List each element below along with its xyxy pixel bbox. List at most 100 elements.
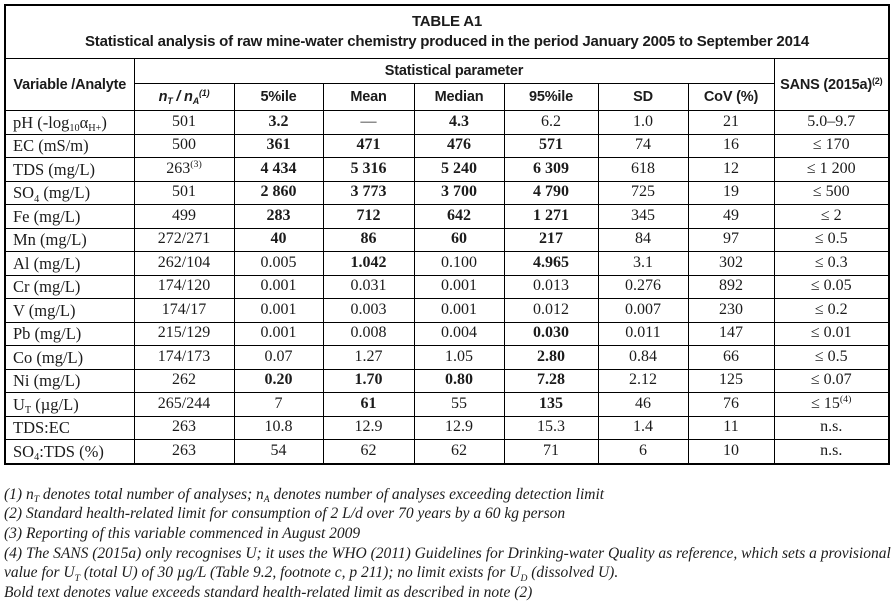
value-cell: 501 (133, 180, 235, 205)
value-cell: 0.100 (413, 251, 505, 276)
value-cell: 40 (233, 227, 324, 252)
footnote: (2) Standard health-related limit for co… (4, 505, 566, 523)
value-cell: 0.80 (413, 368, 505, 393)
variable-cell: Fe (mg/L) (4, 204, 135, 229)
col-header-stat-0: nT / nA(1) (133, 83, 235, 111)
value-cell: 0.001 (233, 298, 324, 323)
value-cell: 66 (687, 345, 775, 370)
value-cell: 71 (503, 439, 599, 464)
table-row: SO4:TDS (%) 263 54 62 62 71 6 10 n.s. (4, 439, 890, 464)
value-cell: 2.80 (503, 345, 599, 370)
value-cell: 0.001 (413, 298, 505, 323)
table-row: Co (mg/L) 174/173 0.07 1.27 1.05 2.80 0.84 66 ≤ … (4, 345, 890, 370)
value-cell: 4.3 (413, 110, 505, 135)
sans-limit-cell: ≤ 2 (773, 204, 890, 229)
value-cell: 712 (322, 204, 415, 229)
value-cell: 2 860 (233, 180, 324, 205)
value-cell: 0.007 (597, 298, 689, 323)
variable-cell: Mn (mg/L) (4, 227, 135, 252)
value-cell: 571 (503, 133, 599, 158)
value-cell: 84 (597, 227, 689, 252)
value-cell: 16 (687, 133, 775, 158)
variable-cell: Al (mg/L) (4, 251, 135, 276)
value-cell: 19 (687, 180, 775, 205)
value-cell: 265/244 (133, 392, 235, 417)
value-cell: 4 790 (503, 180, 599, 205)
footnotes: (1) nT denotes total number of analyses;… (4, 485, 891, 603)
header-subrow: nT / nA(1) 5%ile Mean Median 95%ile SD CoV (%) (5, 83, 889, 111)
value-cell: 471 (322, 133, 415, 158)
sans-limit-cell: ≤ 500 (773, 180, 890, 205)
value-cell: 54 (233, 439, 324, 464)
value-cell: 0.004 (413, 321, 505, 346)
value-cell: 0.005 (233, 251, 324, 276)
value-cell: 263(3) (133, 157, 235, 182)
value-cell: 501 (133, 110, 235, 135)
value-cell: 46 (597, 392, 689, 417)
value-cell: 3.2 (233, 110, 324, 135)
value-cell: 500 (133, 133, 235, 158)
value-cell: 62 (413, 439, 505, 464)
value-cell: 263 (133, 439, 235, 464)
value-cell: 62 (322, 439, 415, 464)
table-row: Ni (mg/L) 262 0.20 1.70 0.80 7.28 2.12 125 ≤ 0.0… (4, 368, 890, 393)
value-cell: 135 (503, 392, 599, 417)
value-cell: 215/129 (133, 321, 235, 346)
value-cell: 263 (133, 415, 235, 440)
sans-limit-cell: ≤ 0.01 (773, 321, 890, 346)
col-header-stat-5: SD (597, 83, 689, 111)
value-cell: 0.013 (503, 274, 599, 299)
value-cell: 262/104 (133, 251, 235, 276)
sans-limit-cell: n.s. (773, 439, 890, 464)
value-cell: 499 (133, 204, 235, 229)
sans-limit-cell: 5.0–9.7 (773, 110, 890, 135)
value-cell: 618 (597, 157, 689, 182)
table-row: Al (mg/L) 262/104 0.005 1.042 0.100 4.965 3.1 3… (4, 251, 890, 276)
value-cell: 1.27 (322, 345, 415, 370)
value-cell: 283 (233, 204, 324, 229)
sans-limit-cell: n.s. (773, 415, 890, 440)
value-cell: 0.276 (597, 274, 689, 299)
value-cell: 1.0 (597, 110, 689, 135)
value-cell: 76 (687, 392, 775, 417)
value-cell: 230 (687, 298, 775, 323)
value-cell: 361 (233, 133, 324, 158)
value-cell: 11 (687, 415, 775, 440)
variable-cell: UT (µg/L) (4, 392, 135, 417)
variable-cell: pH (-log10αH+) (4, 110, 135, 135)
sans-limit-cell: ≤ 0.5 (773, 345, 890, 370)
value-cell: 15.3 (503, 415, 599, 440)
variable-cell: V (mg/L) (4, 298, 135, 323)
variable-cell: Cr (mg/L) (4, 274, 135, 299)
variable-cell: EC (mS/m) (4, 133, 135, 158)
col-header-sans: SANS (2015a)(2) (773, 58, 890, 111)
col-header-variable: Variable /Analyte (4, 58, 135, 111)
value-cell: 4.965 (503, 251, 599, 276)
value-cell: 60 (413, 227, 505, 252)
sans-limit-cell: ≤ 1 200 (773, 157, 890, 182)
variable-cell: SO4:TDS (%) (4, 439, 135, 464)
value-cell: 725 (597, 180, 689, 205)
value-cell: 1.4 (597, 415, 689, 440)
variable-cell: TDS:EC (4, 415, 135, 440)
value-cell: 1.70 (322, 368, 415, 393)
value-cell: 21 (687, 110, 775, 135)
value-cell: 0.031 (322, 274, 415, 299)
value-cell: 217 (503, 227, 599, 252)
value-cell: 272/271 (133, 227, 235, 252)
header-group-row: Variable /Analyte Statistical parameter … (4, 58, 890, 111)
col-header-stat-3: Median (413, 83, 505, 111)
sans-limit-cell: ≤ 0.05 (773, 274, 890, 299)
value-cell: 892 (687, 274, 775, 299)
title-row: TABLE A1 Statistical analysis of raw min… (4, 4, 890, 59)
value-cell: 5 240 (413, 157, 505, 182)
table-row: Fe (mg/L) 499 283 712 642 1 271 345 49 ≤ 2 (4, 204, 890, 229)
value-cell: 174/120 (133, 274, 235, 299)
col-header-stat-group: Statistical parameter (133, 58, 775, 84)
sans-limit-cell: ≤ 15(4) (773, 392, 890, 417)
footnote: (4) The SANS (2015a) only recognises U; … (4, 544, 891, 584)
table-row: UT (µg/L) 265/244 7 61 55 135 46 76 ≤ 15(4) (4, 392, 890, 417)
value-cell: 2.12 (597, 368, 689, 393)
value-cell: 147 (687, 321, 775, 346)
table-row: TDS (mg/L) 263(3) 4 434 5 316 5 240 6 309 618 1… (4, 157, 890, 182)
